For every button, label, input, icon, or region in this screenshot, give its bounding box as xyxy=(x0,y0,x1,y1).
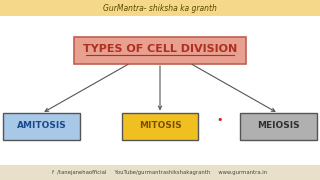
FancyBboxPatch shape xyxy=(240,112,317,140)
Text: •: • xyxy=(216,115,222,125)
Text: MEIOSIS: MEIOSIS xyxy=(257,122,300,130)
FancyBboxPatch shape xyxy=(74,37,246,64)
Text: AMITOSIS: AMITOSIS xyxy=(17,122,67,130)
FancyBboxPatch shape xyxy=(0,0,320,16)
Text: TYPES OF CELL DIVISION: TYPES OF CELL DIVISION xyxy=(83,44,237,54)
Text: f  /tanejanehaofficial     YouTube/gurmantrashikshakagranth     www.gurmantra.in: f /tanejanehaofficial YouTube/gurmantras… xyxy=(52,170,268,175)
FancyBboxPatch shape xyxy=(0,165,320,180)
Text: GurMantra- shiksha ka granth: GurMantra- shiksha ka granth xyxy=(103,4,217,13)
Text: MITOSIS: MITOSIS xyxy=(139,122,181,130)
FancyBboxPatch shape xyxy=(3,112,80,140)
FancyBboxPatch shape xyxy=(122,112,198,140)
